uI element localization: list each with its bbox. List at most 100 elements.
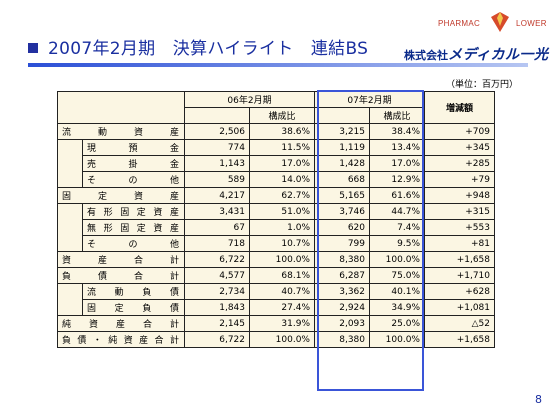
value-curr: 6,287 xyxy=(314,267,370,284)
ratio-curr: 61.6% xyxy=(369,187,425,204)
title-underline xyxy=(28,63,528,67)
change-amount: △52 xyxy=(424,315,495,332)
company-brand: 株式会社メディカル一光 xyxy=(404,44,549,64)
change-amount: +1,658 xyxy=(424,251,495,268)
change-amount: +1,658 xyxy=(424,331,495,348)
table-row: 負債合計 4,577 68.1% 6,287 75.0% +1,710 xyxy=(57,267,495,284)
value-curr: 8,380 xyxy=(314,251,370,268)
table-row: 有形固定資産 3,431 51.0% 3,746 44.7% +315 xyxy=(57,203,495,252)
page-number: 8 xyxy=(535,393,542,406)
indent-cell xyxy=(57,203,83,252)
change-amount: +948 xyxy=(424,187,495,204)
value-prev: 4,217 xyxy=(184,187,250,204)
ratio-curr: 9.5% xyxy=(369,235,425,252)
header-period-curr: 07年2月期 xyxy=(314,91,425,108)
value-prev: 67 xyxy=(184,219,250,236)
header-blank-cell xyxy=(57,91,185,124)
ratio-prev: 40.7% xyxy=(249,283,315,300)
ratio-prev: 10.7% xyxy=(249,235,315,252)
table-subheader-row: 構成比 構成比 xyxy=(58,107,495,124)
indent-cell xyxy=(57,139,83,188)
value-prev: 1,143 xyxy=(184,155,250,172)
value-curr: 1,428 xyxy=(314,155,370,172)
ratio-curr: 40.1% xyxy=(369,283,425,300)
ratio-prev: 38.6% xyxy=(249,123,315,140)
logo-text-top: PHARMAC xyxy=(438,19,481,28)
value-prev: 589 xyxy=(184,171,250,188)
header-change: 増減額 xyxy=(424,91,495,124)
header-blank-cell xyxy=(184,107,250,124)
row-label: その他 xyxy=(82,171,185,188)
value-prev: 718 xyxy=(184,235,250,252)
row-label: その他 xyxy=(82,235,185,252)
row-label: 流動負債 xyxy=(82,283,185,300)
ratio-curr: 17.0% xyxy=(369,155,425,172)
table-row: 流動資産 2,506 38.6% 3,215 38.4% +709 xyxy=(57,123,495,140)
title-bullet xyxy=(28,43,38,53)
value-curr: 799 xyxy=(314,235,370,252)
row-label: 固定資産 xyxy=(57,187,185,204)
ratio-prev: 68.1% xyxy=(249,267,315,284)
ratio-curr: 100.0% xyxy=(369,251,425,268)
page-title: 2007年2月期 決算ハイライト 連結BS xyxy=(48,39,369,59)
table-row: 負債・純資産合計 6,722 100.0% 8,380 100.0% +1,658 xyxy=(57,331,495,348)
value-prev: 2,506 xyxy=(184,123,250,140)
value-curr: 8,380 xyxy=(314,331,370,348)
change-amount: +285 xyxy=(424,155,495,172)
table-row: その他 718 10.7% 799 9.5% +81 xyxy=(58,235,495,252)
ratio-curr: 75.0% xyxy=(369,267,425,284)
header-ratio-curr: 構成比 xyxy=(369,107,425,124)
value-curr: 5,165 xyxy=(314,187,370,204)
value-curr: 668 xyxy=(314,171,370,188)
change-amount: +315 xyxy=(424,203,495,220)
table-row: 固定負債 1,843 27.4% 2,924 34.9% +1,081 xyxy=(58,299,495,316)
table-row: その他 589 14.0% 668 12.9% +79 xyxy=(58,171,495,188)
table-row: 現預金 774 11.5% 1,119 13.4% +345 xyxy=(57,139,495,188)
indent-cell xyxy=(57,283,83,316)
change-amount: +709 xyxy=(424,123,495,140)
ratio-prev: 100.0% xyxy=(249,251,315,268)
table-row: 固定資産 4,217 62.7% 5,165 61.6% +948 xyxy=(57,187,495,204)
value-curr: 620 xyxy=(314,219,370,236)
table-row: 資産合計 6,722 100.0% 8,380 100.0% +1,658 xyxy=(57,251,495,268)
ratio-prev: 62.7% xyxy=(249,187,315,204)
ratio-curr: 34.9% xyxy=(369,299,425,316)
ratio-prev: 1.0% xyxy=(249,219,315,236)
change-amount: +1,710 xyxy=(424,267,495,284)
ratio-curr: 12.9% xyxy=(369,171,425,188)
ratio-curr: 25.0% xyxy=(369,315,425,332)
header-blank-cell xyxy=(314,107,370,124)
ratio-prev: 100.0% xyxy=(249,331,315,348)
ratio-prev: 17.0% xyxy=(249,155,315,172)
flower-logo-icon xyxy=(491,12,509,32)
table-row: 純資産合計 2,145 31.9% 2,093 25.0% △52 xyxy=(57,315,495,332)
ratio-curr: 44.7% xyxy=(369,203,425,220)
balance-sheet-table: 06年2月期 07年2月期 増減額 構成比 構成比 流動資産 2,506 38.6%… xyxy=(57,91,495,348)
row-label: 負債・純資産合計 xyxy=(57,331,185,348)
value-curr: 2,093 xyxy=(314,315,370,332)
value-prev: 6,722 xyxy=(184,331,250,348)
row-label: 現預金 xyxy=(82,139,185,156)
table-row: 売掛金 1,143 17.0% 1,428 17.0% +285 xyxy=(58,155,495,172)
value-prev: 4,577 xyxy=(184,267,250,284)
row-label: 無形固定資産 xyxy=(82,219,185,236)
change-amount: +345 xyxy=(424,139,495,156)
table-header-row: 06年2月期 07年2月期 増減額 xyxy=(57,91,495,124)
change-amount: +1,081 xyxy=(424,299,495,316)
ratio-prev: 51.0% xyxy=(249,203,315,220)
logo-text-right: LOWER xyxy=(516,19,547,28)
ratio-prev: 14.0% xyxy=(249,171,315,188)
row-label: 流動資産 xyxy=(57,123,185,140)
company-prefix: 株式会社 xyxy=(404,49,448,62)
row-label: 売掛金 xyxy=(82,155,185,172)
row-label: 有形固定資産 xyxy=(82,203,185,220)
ratio-curr: 13.4% xyxy=(369,139,425,156)
ratio-prev: 11.5% xyxy=(249,139,315,156)
value-curr: 3,215 xyxy=(314,123,370,140)
row-label: 資産合計 xyxy=(57,251,185,268)
row-label: 負債合計 xyxy=(57,267,185,284)
row-label: 固定負債 xyxy=(82,299,185,316)
ratio-prev: 31.9% xyxy=(249,315,315,332)
unit-note: （単位：百万円） xyxy=(445,80,518,90)
value-curr: 1,119 xyxy=(314,139,370,156)
